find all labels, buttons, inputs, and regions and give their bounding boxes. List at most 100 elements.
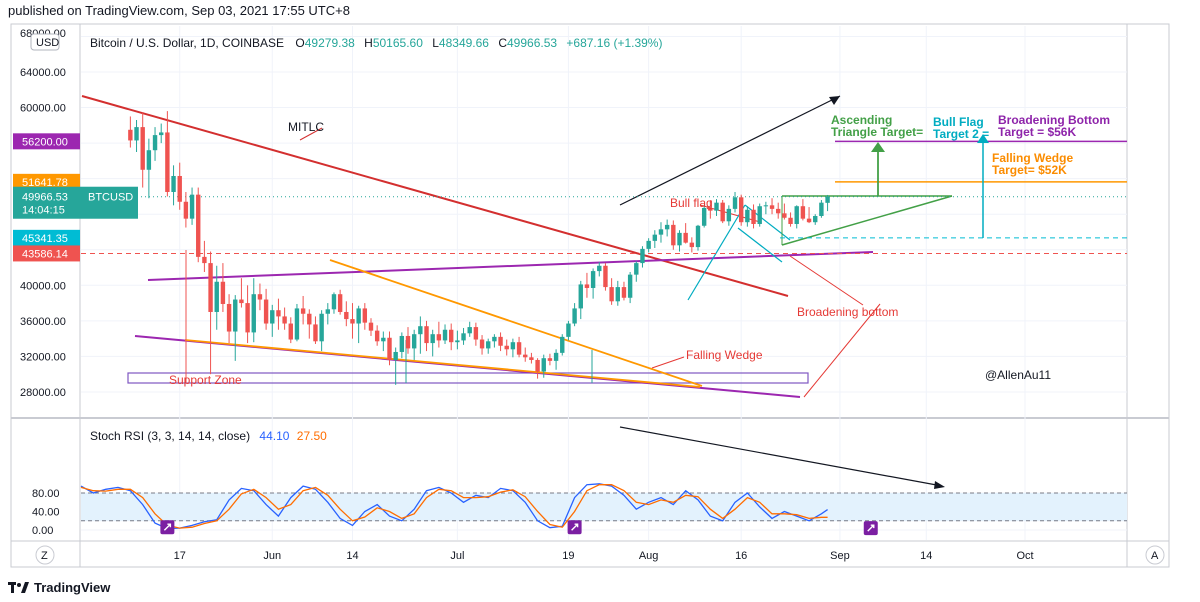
bull-flag-channel-bottom [737, 227, 783, 263]
candle-body [134, 127, 139, 141]
candle [362, 303, 368, 330]
time-tick-label: Aug [639, 550, 659, 562]
candle-body [553, 352, 559, 361]
rsi-signal-icon[interactable] [160, 520, 175, 535]
candle [196, 187, 201, 263]
candle [671, 220, 676, 250]
published-header: published on TradingView.com, Sep 03, 20… [8, 3, 350, 18]
candle [714, 199, 719, 216]
candle-body [819, 202, 824, 216]
time-axis-labels[interactable]: 17 Jun 14 Jul 19 Aug 16 Sep 14 Oct [174, 550, 1034, 562]
legend-high: 50165.60 [373, 36, 423, 50]
time-tick-label: 16 [735, 550, 747, 562]
bull-flag-target-line2: Target 2 = [933, 127, 989, 141]
stoch-rsi-lines [80, 483, 878, 536]
candle-body [677, 232, 682, 246]
drawings [81, 95, 1127, 489]
currency-badge[interactable]: USD [30, 33, 60, 51]
candle [726, 205, 732, 226]
candle [270, 304, 275, 337]
price-tag-label: 51641.78 [22, 177, 68, 189]
candle [251, 278, 256, 343]
legend-c-label: C [498, 36, 507, 50]
candle-body [806, 218, 812, 223]
candle-body [128, 129, 133, 141]
time-tick-label: Oct [1016, 550, 1033, 562]
price-tick-label: 36000.00 [20, 316, 66, 328]
candle [566, 320, 571, 341]
candle [664, 219, 670, 237]
candle [763, 201, 769, 215]
candle [819, 199, 824, 218]
candle [584, 272, 590, 298]
candle-body [152, 135, 158, 151]
candle-body [652, 234, 658, 241]
price-tag-countdown: 14:04:15 [22, 205, 65, 217]
candle-body [825, 196, 830, 203]
candle [220, 263, 226, 312]
mitlc-label: MITLC [288, 120, 324, 134]
rsi-signal-icon[interactable] [567, 520, 582, 535]
candle-body [331, 294, 337, 310]
candle-body [572, 308, 577, 324]
candle [677, 230, 682, 252]
candle-body [183, 201, 189, 219]
price-tag: 45341.35 [13, 229, 80, 246]
candle [436, 321, 442, 348]
support-zone-box [127, 372, 809, 384]
price-tag-label: 56200.00 [22, 136, 68, 148]
candle [226, 294, 232, 344]
candle-body [640, 248, 645, 264]
zoom-button[interactable]: Z [35, 545, 55, 565]
candle-body [449, 329, 454, 343]
candle [738, 194, 744, 226]
ascending-target-line1: Ascending [831, 113, 892, 127]
candle [411, 329, 417, 360]
auto-scale-button[interactable]: A [1145, 545, 1165, 565]
price-tag-symbol: BTCUSD [88, 192, 133, 204]
rsi-line-d [80, 484, 828, 529]
bull-flag-target-arrow-head [977, 134, 989, 143]
price-axis-labels[interactable]: 64000.00 60000.00 40000.00 36000.00 32000.00… [20, 67, 66, 399]
candle [541, 354, 546, 378]
candle [183, 191, 189, 228]
tradingview-brand[interactable]: TradingView [8, 580, 110, 595]
candle [374, 325, 380, 346]
candle [523, 347, 528, 362]
chart-border [10, 23, 1170, 568]
candle-body [597, 265, 602, 272]
candle-body [504, 345, 509, 350]
candle [294, 303, 300, 342]
candle [776, 202, 781, 219]
candlestick-series [128, 111, 830, 385]
rsi-divergence-arrow [619, 426, 943, 487]
candle [708, 199, 713, 219]
candle [430, 329, 435, 357]
candle [547, 353, 553, 366]
candle [202, 240, 207, 272]
rsi-signal-icon[interactable] [863, 521, 878, 536]
candle-body [288, 323, 293, 340]
candle-body [399, 335, 405, 352]
candle [344, 301, 349, 327]
candle [745, 206, 750, 227]
candle [177, 162, 182, 210]
candle-body [393, 351, 398, 360]
candle-body [381, 337, 386, 342]
candle [473, 322, 479, 346]
candle [171, 165, 176, 206]
candle-body [708, 207, 713, 211]
candle [276, 298, 281, 330]
rsi-tick-label: 40.00 [32, 507, 60, 519]
candle [399, 332, 405, 359]
candle [510, 338, 516, 358]
rsi-axis-labels[interactable]: 80.00 40.00 0.00 [32, 488, 60, 537]
candle [337, 289, 343, 315]
legend-o-label: O [295, 36, 304, 50]
candle [825, 194, 830, 212]
candle [233, 295, 238, 361]
time-tick-label: 19 [562, 550, 574, 562]
candle-body [560, 336, 565, 353]
candle-body [738, 197, 744, 223]
